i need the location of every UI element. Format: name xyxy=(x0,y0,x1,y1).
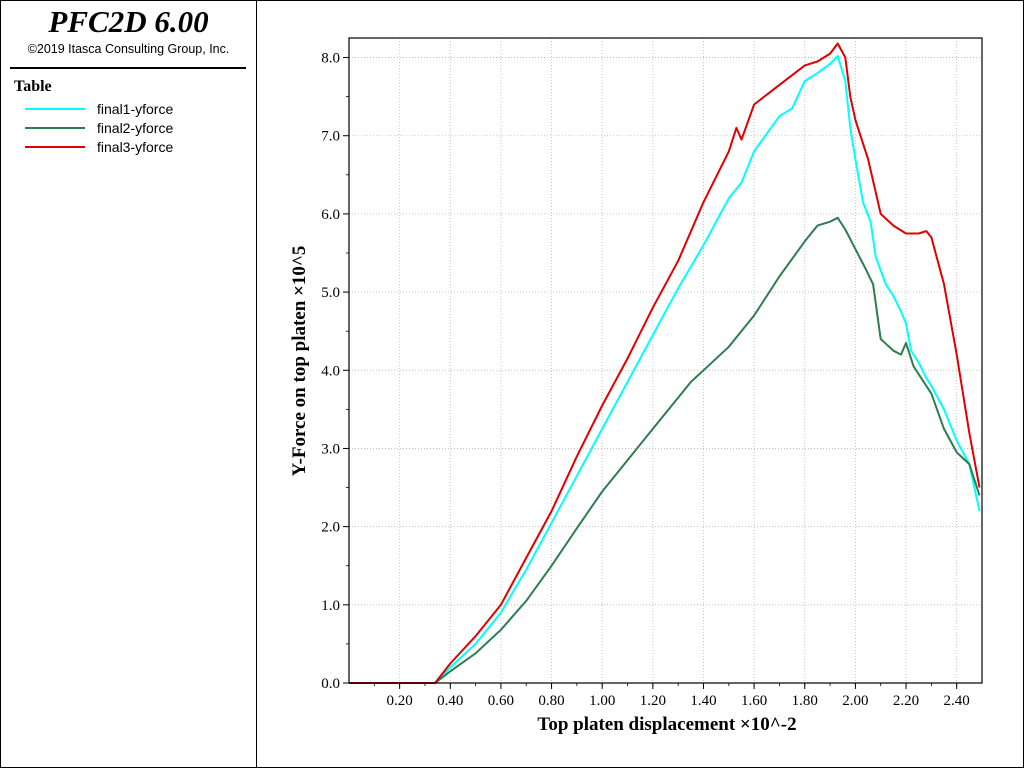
legend-item: final3-yforce xyxy=(25,137,173,156)
axis-ticks: 0.20 0.40 0.60 0.80 1.00 1.20 1.40 1.60 1.80 2.00… xyxy=(321,51,970,709)
x-tick-label: 2.20 xyxy=(893,693,919,709)
y-axis-title: Y-Force on top platen ×10^5 xyxy=(289,246,310,477)
y-tick-label: 0.0 xyxy=(321,676,340,692)
app-title: PFC2D 6.00 xyxy=(48,4,209,39)
x-tick-label: 1.40 xyxy=(690,693,716,709)
y-tick-label: 7.0 xyxy=(321,129,340,145)
force-displacement-chart: 0.20 0.40 0.60 0.80 1.00 1.20 1.40 1.60 1.80 2.00… xyxy=(289,37,983,735)
x-tick-label: 0.20 xyxy=(387,693,413,709)
y-tick-label: 8.0 xyxy=(321,51,340,67)
legend-label-final3: final3-yforce xyxy=(97,138,174,155)
y-tick-label: 1.0 xyxy=(321,598,340,614)
y-tick-label: 4.0 xyxy=(321,363,340,379)
x-tick-label: 0.60 xyxy=(488,693,514,709)
legend-list: final1-yforce final2-yforce final3-yforc… xyxy=(25,99,173,156)
y-tick-label: 3.0 xyxy=(321,441,340,457)
y-tick-label: 2.0 xyxy=(321,520,340,536)
x-tick-label: 1.00 xyxy=(589,693,615,709)
x-tick-label: 2.00 xyxy=(842,693,868,709)
x-axis-title: Top platen displacement ×10^-2 xyxy=(537,714,796,735)
series-line-final2-yforce xyxy=(349,216,981,684)
legend-swatch-final2 xyxy=(25,126,85,129)
legend-item: final2-yforce xyxy=(25,118,173,137)
series-lines xyxy=(349,42,981,684)
x-tick-label: 0.80 xyxy=(538,693,564,709)
x-tick-label: 1.80 xyxy=(792,693,818,709)
series-line-final3-yforce xyxy=(349,42,981,684)
series-line-final1-yforce xyxy=(349,55,981,684)
copyright-text: ©2019 Itasca Consulting Group, Inc. xyxy=(27,42,230,56)
plot-area-frame xyxy=(348,37,983,684)
legend-label-final1: final1-yforce xyxy=(97,100,174,117)
legend-swatch-final3 xyxy=(25,145,85,148)
legend-heading: Table xyxy=(14,78,52,95)
x-tick-label: 0.40 xyxy=(437,693,463,709)
x-tick-label: 2.40 xyxy=(944,693,970,709)
header-divider xyxy=(10,67,246,69)
y-tick-label: 6.0 xyxy=(321,207,340,223)
y-tick-label: 5.0 xyxy=(321,285,340,301)
legend-label-final2: final2-yforce xyxy=(97,119,174,136)
legend-panel: PFC2D 6.00 ©2019 Itasca Consulting Group… xyxy=(1,1,257,767)
x-tick-label: 1.60 xyxy=(741,693,767,709)
x-tick-label: 1.20 xyxy=(640,693,666,709)
legend-item: final1-yforce xyxy=(25,99,173,118)
grid-lines xyxy=(349,38,982,683)
legend-swatch-final1 xyxy=(25,107,85,110)
